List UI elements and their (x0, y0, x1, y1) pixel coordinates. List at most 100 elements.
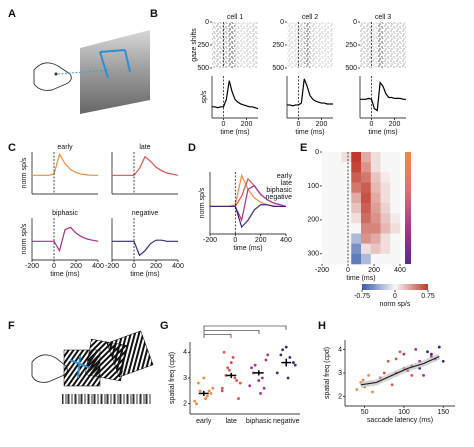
gaze-line (57, 69, 111, 75)
heatmap-cell (322, 233, 333, 244)
y-tick-label: 0 (280, 19, 284, 26)
point (226, 366, 230, 370)
y-tick-label: 250 (272, 42, 284, 49)
x-tick-label: negative (273, 418, 300, 425)
point (281, 348, 285, 352)
heatmap-cell (361, 253, 372, 265)
heatmap-cell (341, 182, 352, 194)
heatmap-cell (351, 202, 362, 214)
legend-label: late (281, 180, 292, 187)
spike-density (235, 22, 241, 68)
line (32, 152, 98, 176)
point (250, 366, 253, 370)
heatmap-cell (370, 172, 381, 183)
legend-label: biphasic (266, 187, 292, 194)
bracket (203, 334, 232, 338)
line (360, 80, 406, 112)
x-tick-label: 200 (241, 121, 253, 128)
heatmap-cell (361, 233, 372, 244)
spike-density (377, 22, 383, 68)
line (32, 226, 99, 253)
heatmap-cell (380, 192, 391, 204)
heatmap-cell (370, 253, 381, 265)
spike-density (229, 22, 235, 68)
y-tick-label: 0 (353, 19, 357, 26)
x-tick-label: late (226, 418, 237, 425)
heatmap-cell (380, 162, 391, 173)
heatmap-cell (351, 233, 362, 244)
point (209, 392, 213, 395)
panel-label: F (8, 320, 15, 332)
colorbar-tick-label: 0.75 (421, 293, 435, 300)
gaze-arrows (69, 355, 91, 379)
heatmap-cell (341, 253, 352, 265)
heatmap-cell (351, 243, 362, 255)
point (266, 353, 270, 357)
panel-label: H (318, 320, 326, 332)
heatmap-cell (351, 192, 362, 204)
y-tick-label: 0 (205, 19, 209, 26)
point (426, 350, 429, 354)
point (207, 389, 211, 393)
heatmap-cell (390, 223, 401, 234)
point (257, 379, 261, 382)
x-tick-label: 0 (233, 237, 237, 244)
spike-density (388, 22, 395, 68)
x-tick-label: -200 (25, 263, 39, 270)
heatmap-cell (380, 233, 391, 244)
mouse-head (33, 62, 72, 91)
panel-label: B (150, 8, 158, 20)
x-axis-label: time (ms) (220, 129, 249, 136)
heatmap-cell (361, 152, 372, 163)
heatmap-cell (331, 202, 342, 214)
subplot-title: late (139, 144, 150, 151)
x-tick-label: 200 (389, 121, 401, 128)
x-axis-label: time (ms) (346, 275, 375, 282)
heatmap-cell (322, 152, 333, 163)
heatmap-cell (380, 213, 391, 224)
x-tick-label: 400 (280, 237, 292, 244)
spike-density (310, 22, 316, 68)
heatmap-cell (380, 202, 391, 214)
heatmap-cell (380, 223, 391, 234)
mouse-eye (54, 72, 58, 76)
heatmap-cell (341, 162, 352, 173)
heatmap-cell (331, 192, 342, 204)
point (264, 358, 268, 362)
x-tick-label: -200 (105, 263, 119, 270)
bracket (203, 330, 260, 334)
heatmap-cell (322, 243, 333, 255)
heatmap-cell (322, 202, 333, 214)
line (212, 80, 259, 110)
screen (80, 30, 150, 114)
line (112, 155, 179, 176)
heatmap-cell (351, 213, 362, 224)
heatmap-cell (390, 162, 401, 173)
heatmap-cell (370, 213, 381, 224)
spike-density (246, 22, 253, 68)
heatmap-cell (341, 213, 352, 224)
heatmap-cell (361, 162, 372, 173)
colorbar-label: norm sp/s (380, 301, 411, 308)
x-tick-label: 0 (132, 263, 136, 270)
x-tick-label: 200 (255, 237, 267, 244)
legend-label: negative (266, 194, 293, 201)
point (402, 352, 406, 356)
y-tick-label: 0 (315, 149, 319, 156)
heatmap-cell (370, 192, 381, 204)
x-tick-label: 400 (92, 263, 104, 270)
heatmap-cell (322, 223, 333, 234)
subplot-title: early (57, 144, 73, 151)
x-tick-label: 0 (370, 121, 374, 128)
heatmap-cell (341, 172, 352, 183)
spike-density (287, 22, 293, 68)
point (430, 352, 433, 356)
spike-density (252, 22, 258, 68)
point (414, 348, 418, 351)
panel-a-illustration (33, 30, 150, 114)
heatmap-cell (380, 182, 391, 194)
heatmap-cell (361, 223, 372, 234)
heatmap-cell (341, 152, 352, 163)
spike-density (292, 22, 299, 68)
point (410, 373, 414, 377)
